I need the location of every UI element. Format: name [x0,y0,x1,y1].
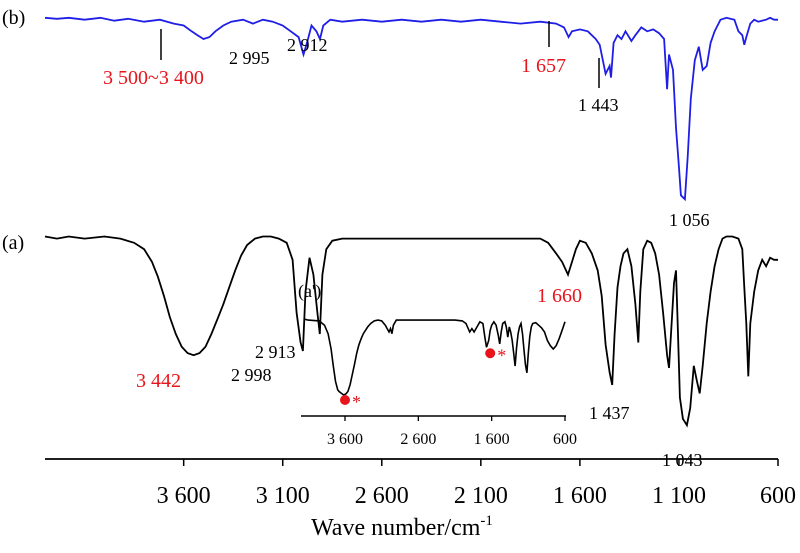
x-tick-label: 600 [760,483,796,509]
panel-label-a: (a) [2,232,24,254]
inset-ticks: 3 600 2 600 1 600 600 [327,416,577,448]
inset-plot: (a') 3 600 2 600 1 600 600 ** [298,281,577,448]
x-axis-ticks: 3 600 3 100 2 600 2 100 1 600 1 100 600 [157,459,796,509]
inset-marker-star: * [352,392,361,412]
peak-label-3442: 3 442 [136,370,181,392]
x-axis-title: Wave number/cm-1 [311,513,493,541]
peak-label-1056: 1 056 [669,210,710,230]
x-tick-label: 1 600 [553,483,607,509]
x-tick-label: 3 600 [157,483,211,509]
inset-label: (a') [298,281,321,302]
x-tick-label: 2 100 [454,483,508,509]
peak-label-2998-a: 2 998 [231,365,272,385]
peak-label-1660: 1 660 [537,285,582,307]
inset-marker-star: * [497,345,506,365]
inset-tick-label: 1 600 [474,431,510,448]
peak-label-2995-b: 2 995 [229,48,270,68]
spectrum-a-line [44,235,778,428]
peak-label-1657: 1 657 [521,55,566,77]
x-tick-label: 2 600 [355,483,409,509]
x-axis-title-main: Wave number/cm [311,515,481,541]
inset-spectrum-line [304,318,566,396]
x-axis-title-superscript: -1 [480,513,493,529]
inset-marker-dot [485,348,496,359]
peak-label-2913-a: 2 913 [255,342,296,362]
peak-label-1443: 1 443 [578,95,619,115]
spectra-layer [44,16,778,428]
spectrum-b-line [44,16,778,202]
inset-tick-label: 600 [553,431,577,448]
panel-label-b: (b) [2,7,25,29]
inset-markers: ** [340,345,506,412]
x-tick-label: 3 100 [256,483,310,509]
inset-tick-label: 2 600 [400,431,436,448]
peak-label-1437: 1 437 [589,403,630,423]
inset-marker-dot [340,395,350,405]
peak-label-3500-3400: 3 500~3 400 [103,67,204,89]
inset-tick-label: 3 600 [327,431,363,448]
peak-annotations: 3 500~3 400 2 995 2 912 1 657 1 443 1 05… [103,21,710,470]
inset-series [304,318,566,396]
x-tick-label: 1 100 [652,483,706,509]
peak-label-2912-b: 2 912 [287,35,328,55]
peak-label-1043: 1 043 [662,450,703,470]
